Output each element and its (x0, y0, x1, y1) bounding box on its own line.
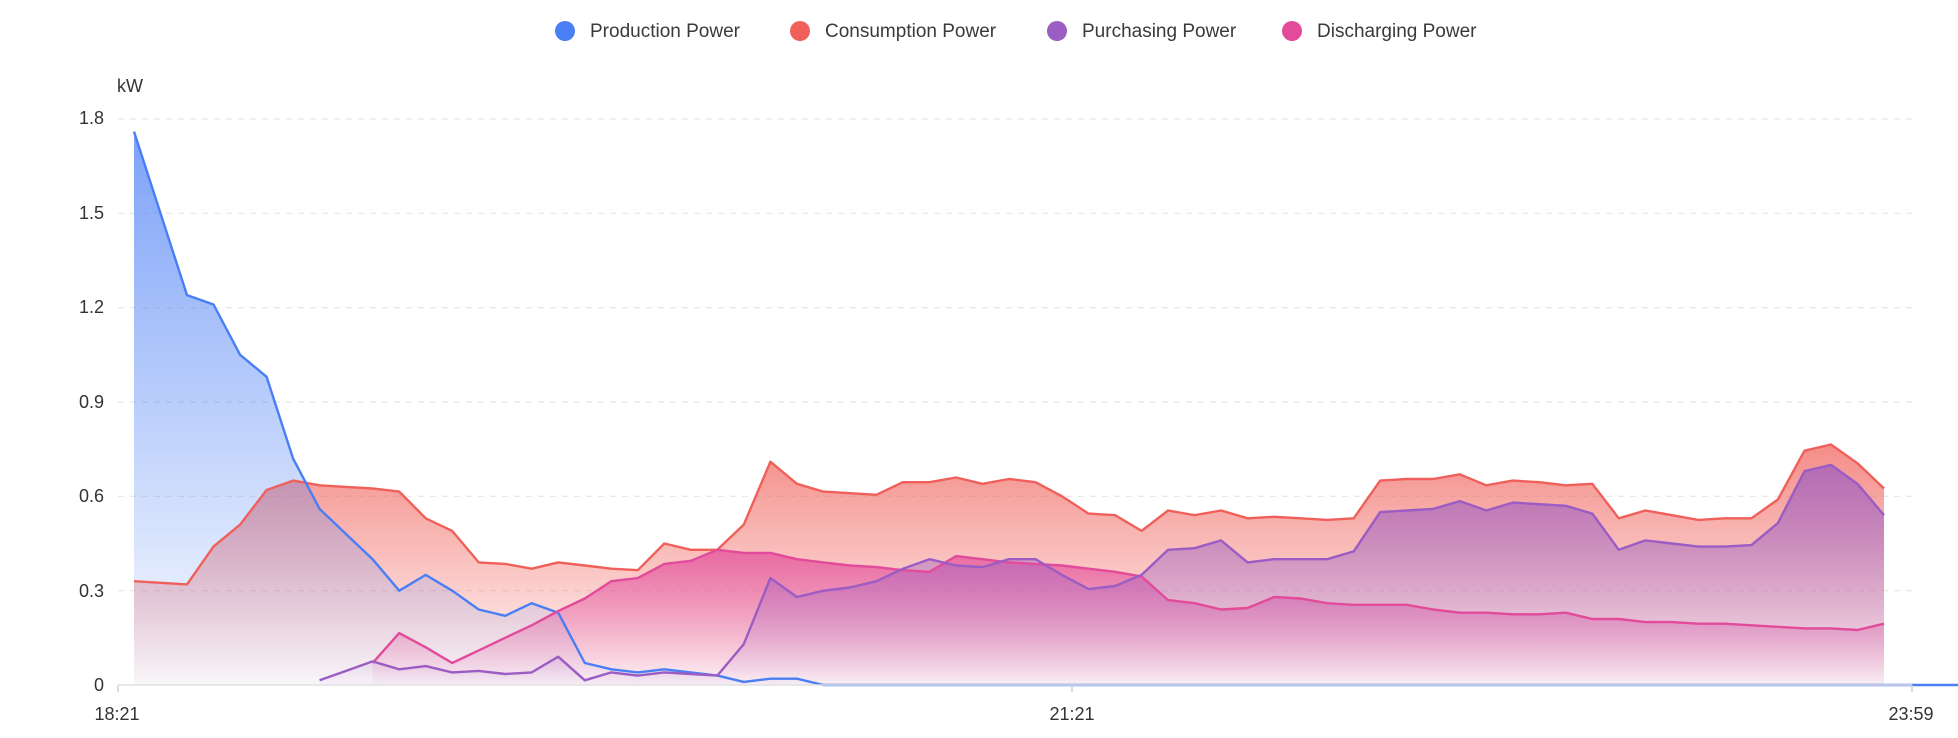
y-tick-label: 1.2 (79, 297, 104, 317)
legend-label-discharging: Discharging Power (1317, 21, 1477, 42)
y-tick-label: 1.5 (79, 203, 104, 223)
area-purchasing (319, 464, 1885, 685)
x-tick-label-end: 23:59 (1888, 704, 1933, 724)
legend-marker-discharging (1282, 21, 1302, 41)
legend-item-discharging[interactable]: Discharging Power (1282, 21, 1477, 42)
y-tick-label: 0.6 (79, 486, 104, 506)
y-tick-label: 0.9 (79, 392, 104, 412)
x-tick-label-mid: 21:21 (1049, 704, 1094, 724)
legend-marker-consumption (790, 21, 810, 41)
legend-item-production[interactable]: Production Power (555, 21, 741, 42)
legend: Production Power Consumption Power Purch… (555, 21, 1477, 42)
y-tick-label: 1.8 (79, 108, 104, 128)
x-tick-label-start: 18:21 (94, 704, 139, 724)
legend-marker-purchasing (1047, 21, 1067, 41)
series-line-consumption[interactable] (133, 443, 1885, 586)
area-production (134, 131, 1958, 685)
legend-label-purchasing: Purchasing Power (1082, 21, 1237, 42)
legend-item-consumption[interactable]: Consumption Power (790, 21, 997, 42)
legend-label-production: Production Power (590, 21, 741, 42)
series-line-discharging[interactable] (371, 548, 1885, 665)
legend-label-consumption: Consumption Power (825, 21, 997, 42)
y-tick-label: 0.3 (79, 581, 104, 601)
series-line-purchasing[interactable] (319, 463, 1885, 682)
y-tick-label: 0 (94, 675, 104, 695)
series-areas (134, 131, 1958, 685)
y-axis-unit: kW (117, 76, 143, 96)
legend-marker-production (555, 21, 575, 41)
legend-item-purchasing[interactable]: Purchasing Power (1047, 21, 1237, 42)
